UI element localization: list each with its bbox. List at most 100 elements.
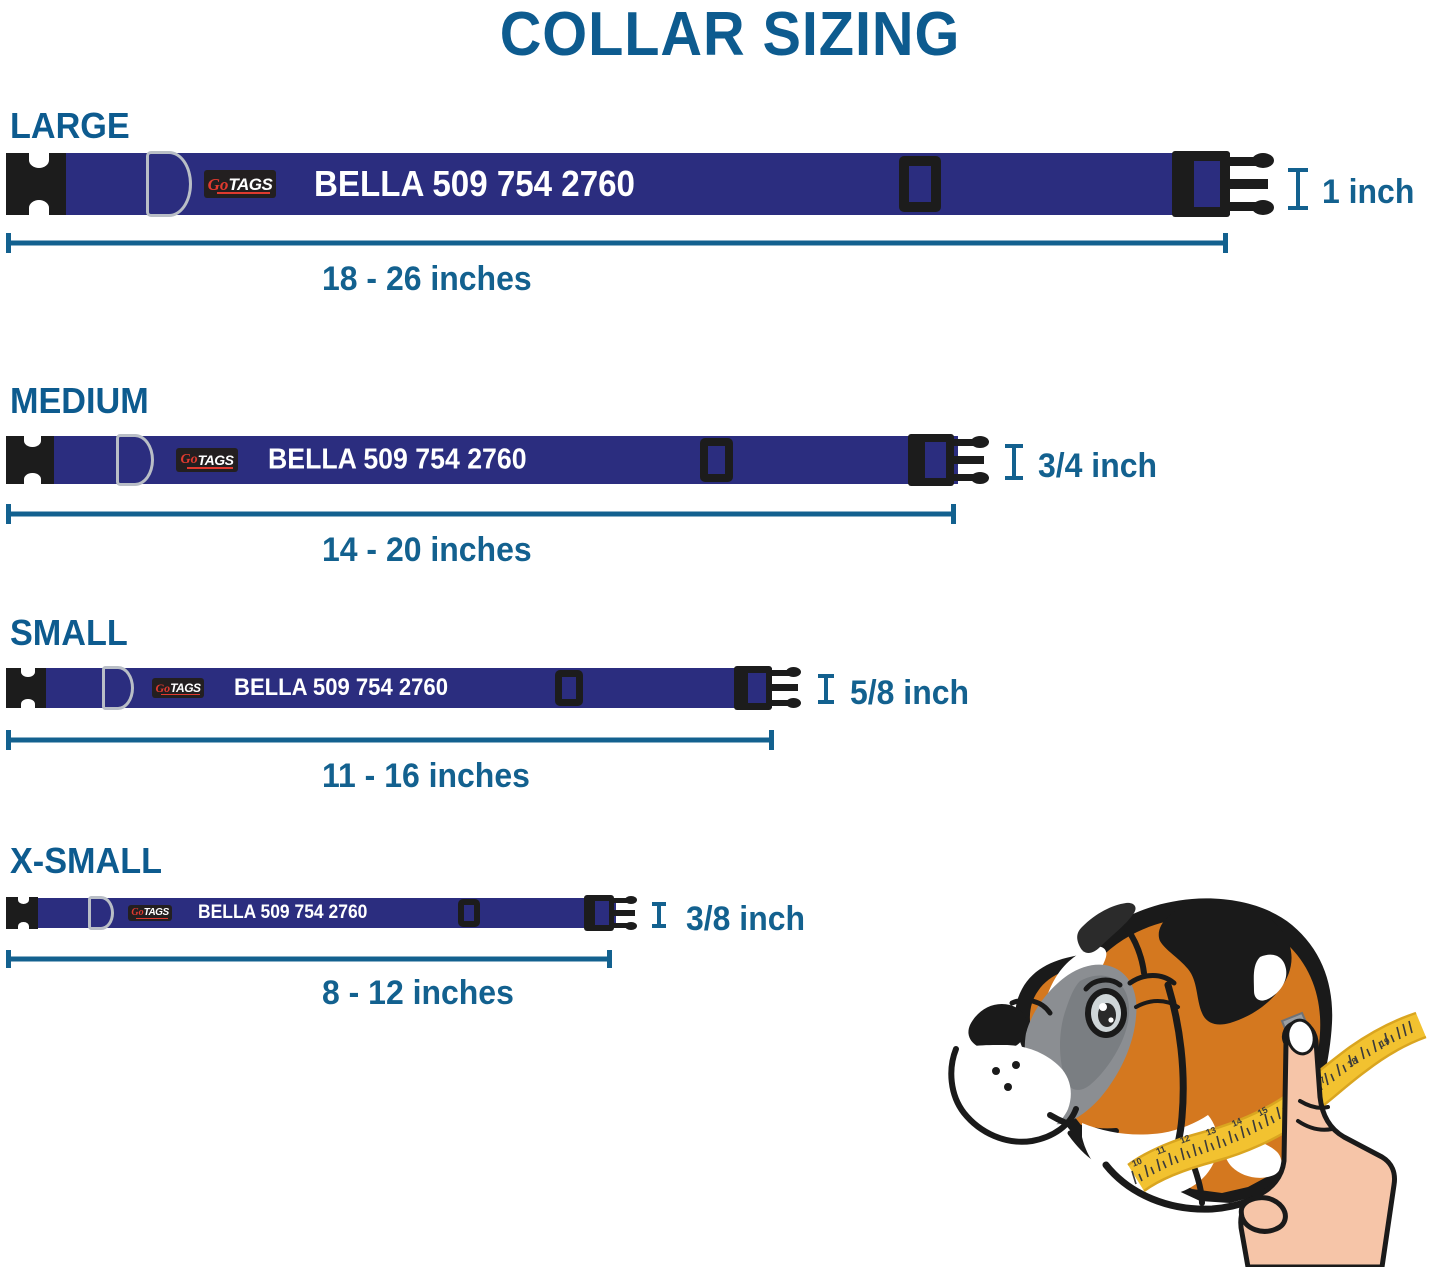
d-ring-icon <box>102 666 134 710</box>
logo-go-text: Go <box>207 174 229 194</box>
length-value-medium: 14 - 20 inches <box>322 531 532 569</box>
length-dimension-medium <box>6 504 956 524</box>
tape-number: 19 <box>1378 1036 1391 1049</box>
width-marker-large <box>1288 168 1308 210</box>
dim-bar <box>6 956 612 962</box>
collar-strap <box>16 898 616 928</box>
d-ring-icon <box>88 896 114 930</box>
length-dimension-xsmall <box>6 950 612 968</box>
buckle-female-icon <box>734 666 806 710</box>
dim-cap-right <box>951 504 956 524</box>
width-value-small: 5/8 inch <box>850 674 970 712</box>
ibeam-flange-bottom <box>1288 206 1308 210</box>
logo-underline <box>161 693 200 696</box>
tape-number: 12 <box>1178 1133 1191 1146</box>
logo-go-text: Go <box>180 452 198 467</box>
buckle-tip-bottom <box>1252 200 1274 215</box>
ibeam-flange-bottom <box>652 924 666 928</box>
buckle-prong-mid <box>949 456 984 464</box>
logo-go-text: Go <box>131 907 144 918</box>
logo-tags-text: TAGS <box>228 174 273 194</box>
buckle-prong-top <box>949 439 976 446</box>
logo-tags-text: TAGS <box>143 907 170 918</box>
collar-strap <box>18 668 772 708</box>
width-value-large: 1 inch <box>1322 173 1415 211</box>
length-dimension-large <box>6 233 1228 253</box>
buckle-window <box>925 442 946 478</box>
logo-tags-text: TAGS <box>170 681 201 695</box>
dim-cap-right <box>769 730 774 750</box>
buckle-prong-mid <box>768 684 798 691</box>
ibeam-stem <box>1296 168 1300 210</box>
strap-slider-icon <box>899 156 941 212</box>
tape-number: 14 <box>1230 1116 1243 1129</box>
width-marker-medium <box>1005 444 1023 480</box>
collar-xsmall: Go TAGS BELLA 509 754 2760 <box>6 895 646 931</box>
ibeam-stem <box>657 902 661 928</box>
buckle-male-icon <box>6 435 54 485</box>
buckle-male-icon <box>6 896 38 930</box>
buckle-window <box>1194 161 1220 207</box>
buckle-tip-bottom <box>625 922 637 930</box>
collar-printed-text: BELLA 509 754 2760 <box>234 674 448 701</box>
gotags-logo: Go TAGS <box>128 905 172 921</box>
buckle-prong-top <box>1224 157 1258 166</box>
gotags-logo: Go TAGS <box>176 448 238 472</box>
dim-cap-right <box>1223 233 1228 253</box>
size-label-large: LARGE <box>10 105 130 146</box>
size-label-medium: MEDIUM <box>10 380 149 421</box>
strap-slider-icon <box>700 438 733 482</box>
buckle-window <box>595 901 609 925</box>
width-marker-small <box>818 674 834 704</box>
tape-number: 13 <box>1205 1125 1218 1138</box>
width-marker-xsmall <box>652 902 666 928</box>
dim-cap-right <box>607 950 612 968</box>
logo-go-text: Go <box>155 681 171 695</box>
size-label-small: SMALL <box>10 612 128 653</box>
dim-bar <box>6 240 1228 246</box>
tape-number: 18 <box>1346 1056 1360 1070</box>
collar-large: Go TAGS BELLA 509 754 2760 <box>6 151 1278 217</box>
buckle-tip-bottom <box>786 698 801 708</box>
d-ring-icon <box>116 434 154 486</box>
gotags-logo: Go TAGS <box>152 678 204 698</box>
buckle-tip-top <box>625 896 637 904</box>
buckle-male-icon <box>6 667 46 709</box>
buckle-tip-bottom <box>971 472 989 484</box>
collar-printed-text: BELLA 509 754 2760 <box>314 163 635 204</box>
collar-medium: Go TAGS BELLA 509 754 2760 <box>6 434 996 486</box>
buckle-prong-mid <box>611 910 635 916</box>
collar-printed-text: BELLA 509 754 2760 <box>268 443 527 476</box>
tape-number: 11 <box>1155 1144 1168 1157</box>
dim-bar <box>6 737 774 743</box>
width-value-medium: 3/4 inch <box>1038 447 1158 485</box>
logo-tags-text: TAGS <box>197 452 234 468</box>
buckle-tip-top <box>1252 153 1274 168</box>
ibeam-flange-bottom <box>818 700 834 704</box>
logo-underline <box>187 466 234 469</box>
ibeam-stem <box>1012 444 1016 480</box>
buckle-prong-bottom <box>768 700 791 706</box>
tape-number: 15 <box>1256 1105 1270 1119</box>
dim-bar <box>6 511 956 517</box>
length-value-small: 11 - 16 inches <box>322 757 530 795</box>
length-value-large: 18 - 26 inches <box>322 260 532 298</box>
buckle-prong-top <box>611 898 629 903</box>
length-dimension-small <box>6 730 774 750</box>
collar-small: Go TAGS BELLA 509 754 2760 <box>6 666 806 710</box>
buckle-female-icon <box>1172 151 1278 217</box>
buckle-female-icon <box>908 434 994 486</box>
buckle-prong-mid <box>1224 179 1268 189</box>
page-title: COLLAR SIZING <box>499 0 961 69</box>
buckle-prong-bottom <box>611 923 629 928</box>
width-value-xsmall: 3/8 inch <box>686 900 806 938</box>
collar-printed-text: BELLA 509 754 2760 <box>198 902 368 923</box>
buckle-tip-top <box>971 436 989 448</box>
dog-measuring-illustration: 10 11 12 13 14 15 16 17 18 19 <box>930 865 1435 1267</box>
size-label-xsmall: X-SMALL <box>10 840 162 881</box>
tape-number: 10 <box>1130 1156 1143 1169</box>
logo-underline <box>135 917 169 919</box>
strap-slider-icon <box>555 670 583 706</box>
ibeam-stem <box>824 674 828 704</box>
